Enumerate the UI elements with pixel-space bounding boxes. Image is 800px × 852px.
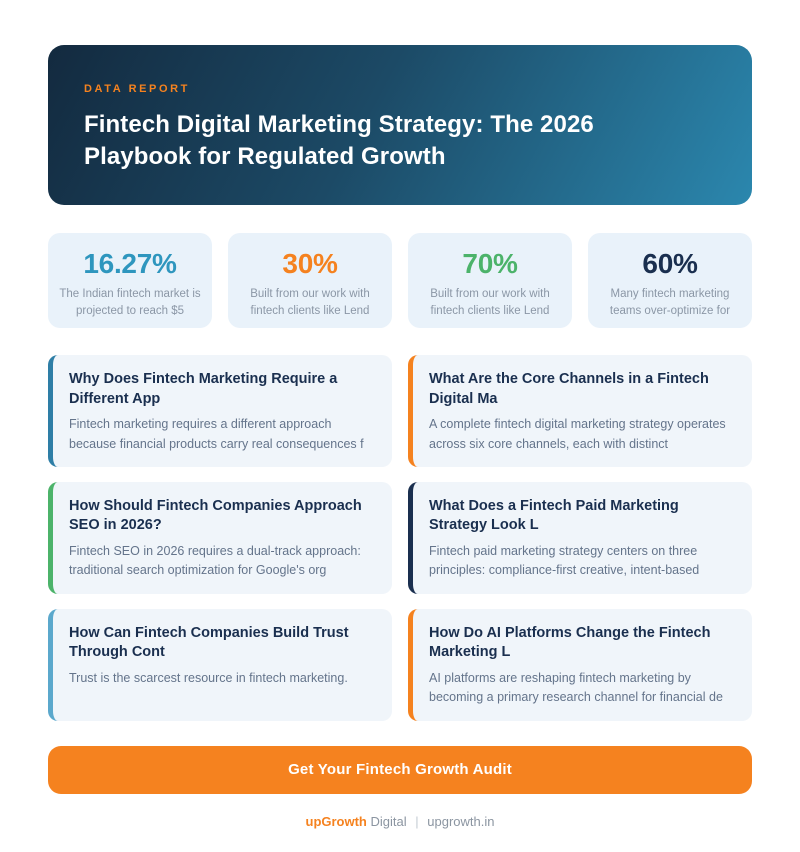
report-eyebrow: DATA REPORT <box>84 83 191 95</box>
stat-caption: Many fintech marketing teams over-optimi… <box>609 288 731 317</box>
report-header: DATA REPORT Fintech Digital Marketing St… <box>48 45 752 205</box>
stat-value: 60% <box>642 248 698 279</box>
qa-card-title: What Are the Core Channels in a Fintech … <box>429 371 709 407</box>
stat-card-60: 60% Many fintech marketing teams over-op… <box>588 233 752 328</box>
qa-card-body: A complete fintech digital marketing str… <box>429 417 726 451</box>
stats-row: 16.27% The Indian fintech market is proj… <box>48 233 752 328</box>
stat-value: 30% <box>282 248 338 279</box>
stat-card-indian-market: 16.27% The Indian fintech market is proj… <box>48 233 212 328</box>
brand-name: upGrowth <box>305 813 367 829</box>
stat-value: 70% <box>462 248 518 279</box>
qa-card-why-different-approach[interactable]: Why Does Fintech Marketing Require a Dif… <box>48 355 392 467</box>
qa-card-body: AI platforms are reshaping fintech marke… <box>429 670 723 705</box>
stat-caption: The Indian fintech market is projected t… <box>59 288 201 317</box>
stat-value: 16.27% <box>83 248 177 279</box>
qa-card-build-trust[interactable]: How Can Fintech Companies Build Trust Th… <box>48 608 392 721</box>
qa-grid: Why Does Fintech Marketing Require a Dif… <box>48 355 752 721</box>
footer: upGrowth Digital | upgrowth.in <box>48 814 752 829</box>
qa-card-body: Trust is the scarcest resource in fintec… <box>69 670 348 685</box>
footer-site-link[interactable]: upgrowth.in <box>427 813 495 829</box>
brand-suffix: Digital <box>370 813 407 829</box>
footer-separator: | <box>415 813 419 829</box>
qa-card-title: How Can Fintech Companies Build Trust Th… <box>69 624 349 661</box>
qa-card-body: Fintech SEO in 2026 requires a dual-trac… <box>69 544 361 578</box>
qa-card-ai-platforms[interactable]: How Do AI Platforms Change the Fintech M… <box>408 608 752 721</box>
qa-card-title: What Does a Fintech Paid Marketing Strat… <box>429 497 679 534</box>
qa-card-seo-2026[interactable]: How Should Fintech Companies Approach SE… <box>48 481 392 594</box>
qa-card-title: Why Does Fintech Marketing Require a Dif… <box>69 371 338 407</box>
qa-card-body: Fintech paid marketing strategy centers … <box>429 544 700 578</box>
stat-caption: Built from our work with fintech clients… <box>430 288 550 317</box>
fintech-growth-audit-button[interactable]: Get Your Fintech Growth Audit <box>48 745 752 794</box>
qa-card-title: How Should Fintech Companies Approach SE… <box>69 497 362 534</box>
stat-card-30: 30% Built from our work with fintech cli… <box>228 233 392 328</box>
report-title: Fintech Digital Marketing Strategy: The … <box>84 111 594 170</box>
qa-card-core-channels[interactable]: What Are the Core Channels in a Fintech … <box>408 355 752 467</box>
qa-card-paid-marketing[interactable]: What Does a Fintech Paid Marketing Strat… <box>408 481 752 594</box>
stat-card-70: 70% Built from our work with fintech cli… <box>408 233 572 328</box>
qa-card-title: How Do AI Platforms Change the Fintech M… <box>429 624 711 661</box>
qa-card-body: Fintech marketing requires a different a… <box>69 417 364 451</box>
stat-caption: Built from our work with fintech clients… <box>250 288 370 317</box>
